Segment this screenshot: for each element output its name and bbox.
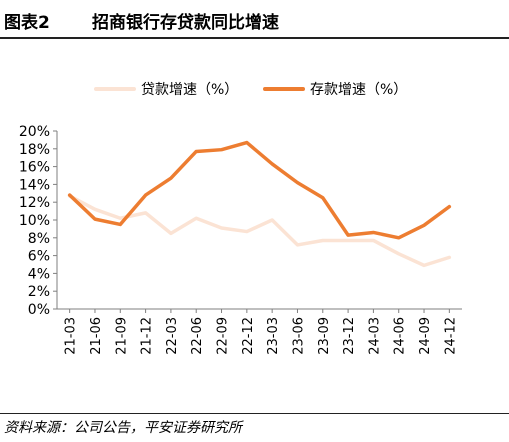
x-tick-label: 21-03 [64,317,79,355]
y-tick-label: 2% [28,284,50,300]
deposit-growth-point [144,193,147,197]
figure-header: 图表2 招商银行存贷款同比增速 [0,0,509,40]
x-tick-label: 22-12 [241,317,256,355]
loan-growth-point [372,239,375,242]
deposit-growth-point [93,217,97,221]
x-tick-label: 23-12 [342,317,357,355]
deposit-growth-point [68,193,71,197]
y-tick-label: 6% [28,249,50,265]
y-tick-label: 18% [19,142,50,158]
loan-growth-point [296,243,299,247]
loan-growth-point [346,239,350,242]
deposit-growth-point [397,236,400,239]
loan-growth-point [448,256,451,259]
x-tick-label: 22-09 [216,317,231,355]
deposit-growth-point [220,148,223,151]
loan-growth-point [422,264,426,267]
legend-label-deposit: 存款增速（%） [310,82,407,98]
loan-growth-point [270,218,274,222]
y-tick-label: 14% [19,177,50,193]
deposit-growth-point [346,233,350,237]
loan-growth-point [397,252,400,256]
deposit-growth-point [422,224,426,227]
y-tick-label: 4% [28,266,50,282]
x-tick-label: 22-06 [190,317,205,355]
y-tick-label: 0% [28,302,50,318]
deposit-growth-point [321,196,324,199]
figure-title: 招商银行存贷款同比增速 [92,13,279,33]
y-tick-label: 20% [19,124,50,140]
x-tick-label: 21-09 [114,317,129,355]
x-tick-label: 23-09 [317,317,332,355]
loan-growth-point [195,217,198,220]
loan-growth-point [321,239,324,242]
deposit-growth-point [448,205,451,208]
y-tick-label: 8% [28,231,50,247]
deposit-growth-point [245,141,249,144]
header-rule [0,37,509,39]
loan-growth-point [93,208,97,211]
figure-number: 图表2 [4,13,50,33]
x-tick-label: 23-03 [266,317,281,355]
x-tick-label: 24-12 [443,317,458,355]
loan-growth-line [67,194,452,268]
deposit-growth-point [195,150,198,153]
x-tick-label: 23-06 [291,317,306,355]
x-tick-label: 21-06 [89,317,104,355]
y-tick-label: 10% [19,213,50,229]
deposit-growth-point [169,176,173,180]
loan-growth-point [220,226,223,230]
loan-growth-point [119,217,122,220]
legend-label-loan: 贷款增速（%） [141,82,238,98]
deposit-growth-point [270,162,274,166]
x-tick-label: 24-09 [418,317,433,355]
x-tick-label: 21-12 [140,317,155,355]
loan-growth-point [245,230,249,233]
loan-growth-point [169,232,173,235]
deposit-growth-point [372,231,375,234]
deposit-growth-line [67,140,452,240]
line-chart: 0% 2% 4%6% 8% 10% 12% 14%16% 18% 20% 21-03 21-06 21… [19,82,462,355]
y-tick-label: 16% [19,160,50,176]
deposit-growth-point [296,181,299,184]
x-tick-label: 24-03 [367,317,382,355]
source-note: 资料来源：公司公告，平安证券研究所 [4,420,242,436]
loan-growth-point [144,211,147,215]
x-tick-label: 24-06 [393,317,408,355]
footer-rule [0,413,509,414]
x-tick-label: 22-03 [165,317,180,355]
y-tick-label: 12% [19,195,50,211]
deposit-growth-point [119,223,122,226]
